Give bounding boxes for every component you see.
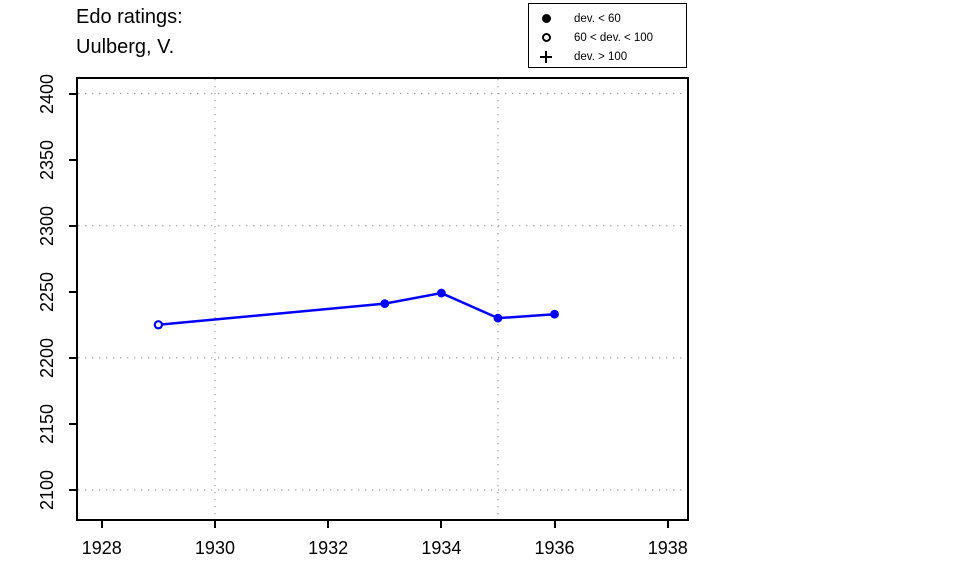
x-axis-tick-label: 1932 [308,538,349,558]
x-axis-tick [100,521,103,528]
y-axis-tick [69,92,76,95]
legend-box: dev. < 60 60 < dev. < 100 dev. > 100 [528,3,687,68]
legend-item-label: 60 < dev. < 100 [574,31,654,44]
legend-item: dev. > 100 [529,47,686,66]
plus-glyph [540,50,552,63]
y-axis-tick [69,422,76,425]
plot-area [76,77,689,521]
y-axis-tick-label: 2100 [37,469,57,510]
y-axis-tick-label: 2400 [37,73,57,114]
data-point-filled-circle [436,288,446,298]
y-axis-tick [69,224,76,227]
data-point-open-circle [153,320,164,330]
plus-icon [538,50,554,63]
chart-title-line2: Uulberg, V. [76,36,175,58]
open-circle-icon [538,33,554,42]
legend-item: 60 < dev. < 100 [529,28,686,47]
filled-circle-icon [538,14,554,23]
y-axis-tick-label: 2200 [37,337,57,378]
x-axis-tick-label: 1938 [647,538,688,558]
x-axis-tick [553,521,556,528]
x-axis-tick-label: 1936 [534,538,575,558]
x-axis-tick-label: 1928 [81,538,122,558]
x-axis-tick [440,521,443,528]
y-axis-tick-label: 2250 [37,271,57,312]
x-axis-tick-label: 1934 [421,538,462,558]
data-point-filled-circle [380,299,390,309]
open-circle-glyph [541,33,551,42]
x-axis-tick [327,521,330,528]
x-axis-tick [666,521,669,528]
y-axis-tick [69,488,76,491]
y-axis-tick-label: 2300 [37,205,57,246]
filled-circle-glyph [541,14,551,23]
chart-title-line1: Edo ratings: [76,6,183,28]
y-axis-tick [69,290,76,293]
y-axis-tick-label: 2350 [37,139,57,180]
legend-item-label: dev. > 100 [574,50,628,63]
y-axis-tick [69,158,76,161]
y-axis-tick [69,356,76,359]
data-point-filled-circle [550,309,559,319]
x-axis-tick-label: 1930 [194,538,235,558]
legend-item: dev. < 60 [529,9,686,28]
chart-title: Edo ratings: Uulberg, V. [76,2,183,62]
plot-canvas [78,79,687,519]
legend-item-label: dev. < 60 [574,12,621,25]
data-point-filled-circle [493,313,503,323]
x-axis-tick [213,521,216,528]
y-axis-tick-label: 2150 [37,403,57,444]
